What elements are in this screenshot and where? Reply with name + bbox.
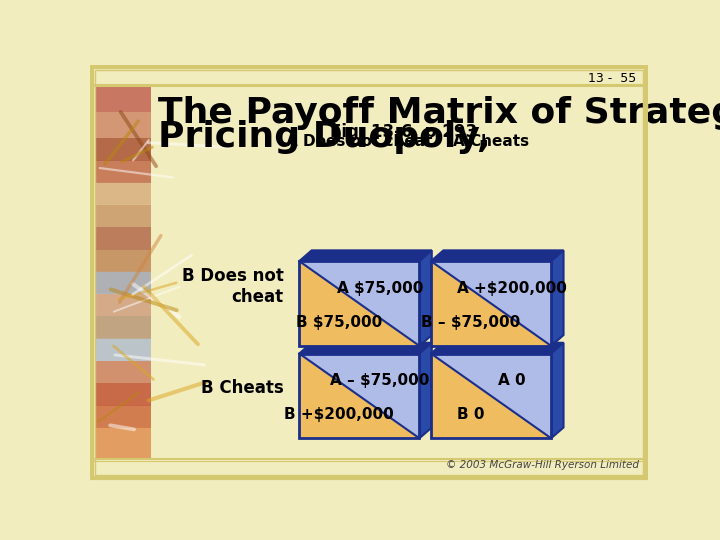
Bar [96,227,151,249]
Bar [96,271,151,294]
Bar [96,249,151,272]
Bar [96,86,151,457]
Bar [96,160,151,183]
Bar [96,382,151,406]
Bar [300,354,419,438]
Bar [96,316,151,339]
Text: Pricing Duopoly,: Pricing Duopoly, [158,120,491,154]
Text: A Cheats: A Cheats [453,134,529,150]
Polygon shape [431,261,551,346]
Polygon shape [431,354,551,438]
Polygon shape [419,251,432,346]
Bar [96,360,151,383]
Polygon shape [551,251,564,346]
Bar [96,182,151,205]
Text: B +$200,000: B +$200,000 [284,407,394,422]
Polygon shape [300,354,419,438]
Polygon shape [300,261,419,346]
Text: A $75,000: A $75,000 [336,281,423,296]
Polygon shape [551,343,564,438]
Polygon shape [431,354,551,438]
Text: Fig. 13-6, p 293: Fig. 13-6, p 293 [330,123,477,141]
Text: A +$200,000: A +$200,000 [456,281,567,296]
Bar [96,204,151,227]
Polygon shape [431,261,551,346]
Bar [96,138,151,160]
Bar [96,85,151,112]
Text: A 0: A 0 [498,373,526,388]
Bar [96,293,151,316]
Text: B $75,000: B $75,000 [296,315,382,329]
Polygon shape [300,343,432,354]
Text: B Does not
cheat: B Does not cheat [182,267,284,306]
Text: The Payoff Matrix of Strategic: The Payoff Matrix of Strategic [158,96,720,130]
Text: B Cheats: B Cheats [201,379,284,397]
Polygon shape [431,343,564,354]
Text: A Does not cheat: A Does not cheat [286,134,433,150]
Bar [431,261,551,346]
Text: B 0: B 0 [457,407,485,422]
Bar [96,338,151,361]
Polygon shape [300,261,419,346]
Bar [431,354,551,438]
Text: © 2003 McGraw-Hill Ryerson Limited: © 2003 McGraw-Hill Ryerson Limited [446,460,639,470]
Bar [300,261,419,346]
Polygon shape [300,251,432,261]
Polygon shape [300,354,419,438]
Text: B – $75,000: B – $75,000 [421,315,521,329]
Bar [96,405,151,428]
Polygon shape [419,343,432,438]
Bar [96,112,151,138]
Polygon shape [431,251,564,261]
Text: 13 -  55: 13 - 55 [588,72,636,85]
Text: A – $75,000: A – $75,000 [330,373,429,388]
Bar [96,427,151,457]
